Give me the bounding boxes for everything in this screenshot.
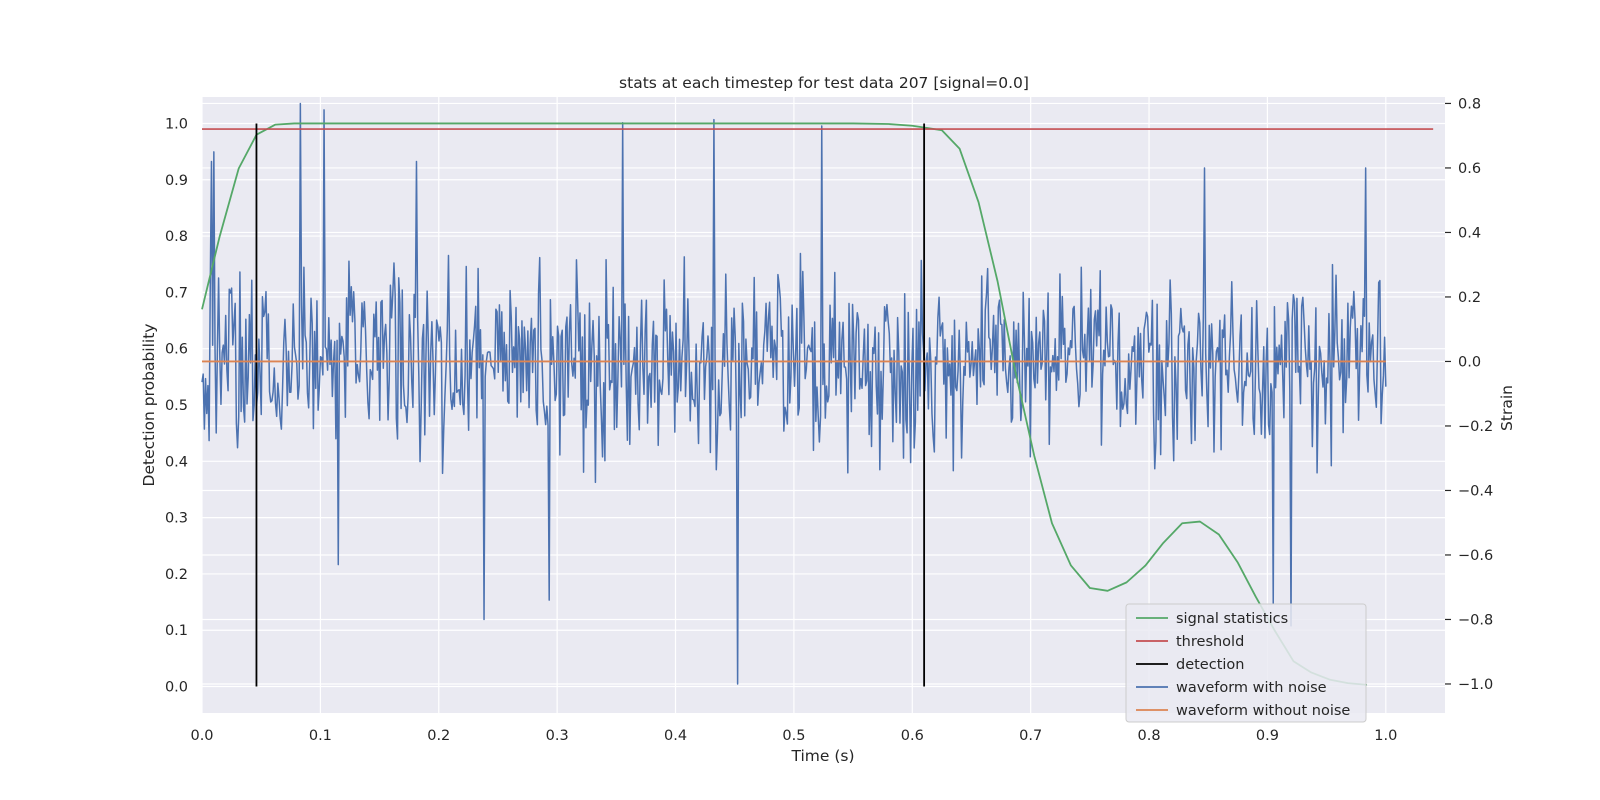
x-tick-label: 0.6 [901, 728, 924, 744]
y2-tick-label: 0.4 [1458, 225, 1481, 241]
legend-label: detection [1176, 657, 1244, 673]
y-tick-label: 0.0 [165, 680, 188, 696]
legend-label: threshold [1176, 634, 1244, 650]
axes: 0.0 0.1 0.2 0.3 0.4 0.5 0.6 0.7 0.8 0.9 1.0 0.0 0.1 0… [165, 96, 1493, 744]
legend-label: waveform without noise [1176, 703, 1350, 719]
y2-tick-label: −0.4 [1458, 483, 1493, 499]
x-tick-label: 0.0 [190, 728, 213, 744]
legend: signal statistics threshold detection wavef… [1125, 603, 1367, 723]
y-tick-label: 0.7 [165, 285, 188, 301]
y-tick-label: 0.5 [165, 398, 188, 414]
y-axis-label: Detection probability [140, 324, 158, 487]
x-tick-label: 0.8 [1138, 728, 1161, 744]
legend-label: waveform with noise [1176, 680, 1327, 696]
x-tick-label: 0.1 [309, 728, 332, 744]
x-tick-label: 0.9 [1256, 728, 1279, 744]
y2-tick-label: −0.2 [1458, 419, 1493, 435]
x-axis-label: Time (s) [790, 747, 854, 765]
x-tick-label: 0.2 [427, 728, 450, 744]
y2-tick-label: −0.6 [1458, 548, 1493, 564]
y2-tick-label: 0.8 [1458, 96, 1481, 112]
y-tick-label: 0.6 [165, 342, 188, 358]
x-tick-label: 1.0 [1374, 728, 1397, 744]
y-tick-label: 0.8 [165, 229, 188, 245]
y-tick-label: 0.4 [165, 454, 188, 470]
y2-tick-label: 0.6 [1458, 161, 1481, 177]
y2-tick-label: 0.2 [1458, 290, 1481, 306]
y2-tick-label: 0.0 [1458, 354, 1481, 370]
x-tick-label: 0.3 [546, 728, 569, 744]
y2-tick-label: −1.0 [1458, 677, 1493, 693]
x-tick-label: 0.4 [664, 728, 687, 744]
y-tick-label: 0.9 [165, 173, 188, 189]
y-tick-label: 0.3 [165, 511, 188, 527]
chart-title: stats at each timestep for test data 207… [619, 74, 1029, 92]
y2-axis-label: Strain [1498, 385, 1516, 431]
series-signal-statistics [201, 122, 1367, 686]
series-waveform-with-noise [201, 102, 1387, 685]
y-tick-label: 1.0 [165, 116, 188, 132]
x-tick-label: 0.5 [782, 728, 805, 744]
x-tick-label: 0.7 [1019, 728, 1042, 744]
y-tick-label: 0.1 [165, 623, 188, 639]
legend-label: signal statistics [1176, 611, 1288, 627]
y-tick-label: 0.2 [165, 567, 188, 583]
series [201, 102, 1434, 687]
legend-box [1125, 603, 1367, 723]
y2-tick-label: −0.8 [1458, 612, 1493, 628]
